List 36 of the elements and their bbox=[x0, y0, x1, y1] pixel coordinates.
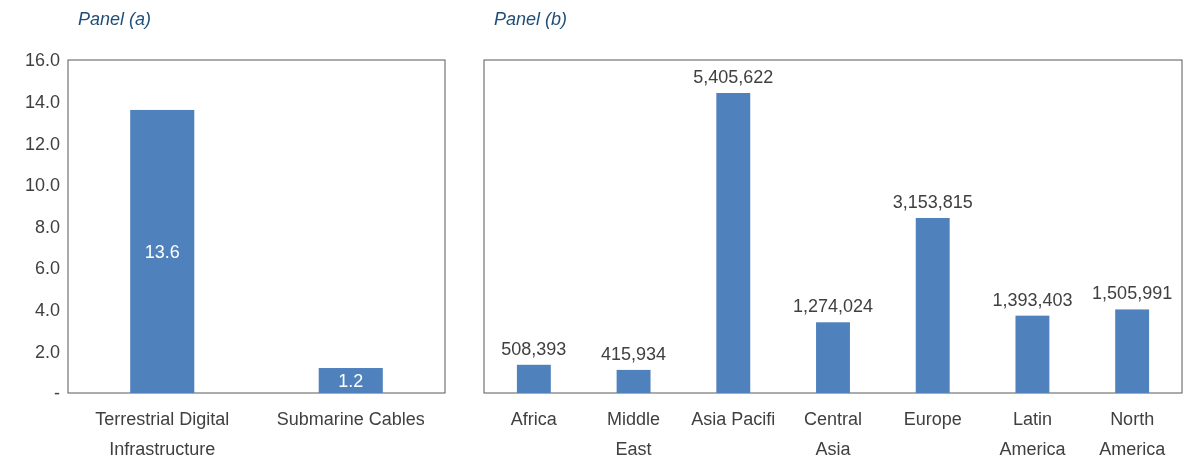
bar bbox=[816, 322, 850, 393]
y-tick-label: 2.0 bbox=[34, 341, 60, 362]
y-tick-label: 8.0 bbox=[34, 216, 60, 237]
x-tick-label: Terrestrial Digital Infrastructure bbox=[95, 409, 230, 459]
x-tick-label: Latin America bbox=[999, 409, 1067, 459]
bar bbox=[1015, 315, 1050, 393]
y-tick-label: 10.0 bbox=[24, 175, 60, 196]
x-tick-label: Middle East bbox=[607, 409, 661, 459]
y-tick-label: 4.0 bbox=[34, 300, 60, 321]
x-tick-label: Asia Pacifi bbox=[691, 409, 776, 429]
bar bbox=[716, 93, 751, 393]
data-label: 1,393,403 bbox=[992, 289, 1073, 310]
x-tick-label: Africa bbox=[510, 409, 558, 429]
data-label: 1,274,024 bbox=[792, 296, 874, 317]
data-label: 508,393 bbox=[501, 338, 567, 359]
data-label: 13.6 bbox=[144, 241, 180, 262]
bar bbox=[915, 217, 950, 393]
x-tick-label: Submarine Cables bbox=[276, 409, 425, 429]
data-label: 1,505,991 bbox=[1092, 283, 1173, 304]
data-label: 1.2 bbox=[338, 370, 364, 391]
data-label: 5,405,622 bbox=[693, 67, 774, 87]
x-tick-label: North America bbox=[1099, 409, 1167, 459]
y-tick-label: 12.0 bbox=[24, 133, 60, 154]
x-tick-label: Central Asia bbox=[803, 409, 863, 459]
y-tick-label: 6.0 bbox=[34, 258, 60, 279]
chart-title: Panel (b) bbox=[494, 9, 568, 29]
y-tick-label: 16.0 bbox=[24, 50, 60, 71]
bar bbox=[616, 369, 651, 393]
data-label: 3,153,815 bbox=[892, 191, 973, 212]
bar bbox=[516, 364, 551, 393]
data-label: 415,934 bbox=[601, 343, 667, 364]
bar bbox=[1115, 309, 1150, 393]
x-tick-label: Europe bbox=[903, 409, 962, 429]
y-tick-label: - bbox=[54, 383, 60, 404]
chart-title: Panel (a) bbox=[78, 9, 152, 29]
y-tick-label: 14.0 bbox=[24, 91, 60, 112]
